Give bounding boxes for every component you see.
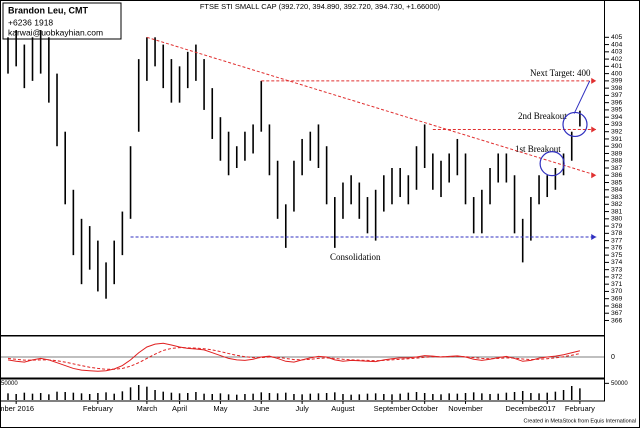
x-tick-label: November: [448, 404, 483, 413]
y-tick-label: 394: [611, 114, 623, 121]
x-tick-label: May: [213, 404, 227, 413]
x-tick-label: March: [136, 404, 157, 413]
trendline: [146, 36, 597, 176]
annotation: Consolidation: [330, 252, 381, 262]
arrow-head: [591, 172, 597, 179]
y-tick-label: 398: [611, 85, 623, 92]
target-arrow: [573, 80, 591, 114]
y-tick-label: 404: [611, 41, 623, 48]
macd-line: [7, 342, 581, 372]
y-tick-label: 381: [611, 208, 623, 215]
y-tick-label: 401: [611, 63, 623, 70]
y-tick-label: 50000: [611, 381, 628, 387]
arrow-head: [591, 126, 597, 133]
x-tick-label: February: [565, 404, 595, 413]
x-tick-label: October: [411, 404, 438, 413]
annotation: Next Target: 400: [530, 68, 591, 78]
y-tick-label: 374: [611, 259, 623, 266]
x-tick-label: July: [295, 404, 309, 413]
y-tick-label: 383: [611, 194, 623, 201]
author-name: Brandon Leu, CMT: [8, 5, 88, 15]
x-tick-label: April: [172, 404, 187, 413]
y-tick-label: 375: [611, 252, 623, 259]
y-tick-label: 366: [611, 317, 623, 324]
y-tick-label: 372: [611, 274, 623, 281]
author-box: [2, 2, 122, 40]
y-tick-label: 405: [611, 34, 623, 41]
x-tick-label: June: [253, 404, 269, 413]
annotation: 1st Breakout: [515, 144, 561, 154]
arrow-head: [591, 77, 597, 84]
y-tick-label: 382: [611, 201, 623, 208]
x-tick-label: December: [505, 404, 540, 413]
y-tick-label: 400: [611, 70, 623, 77]
y-tick-label: 389: [611, 150, 623, 157]
y-tick-label: 388: [611, 158, 623, 165]
chart-title: FTSE STI SMALL CAP (392.720, 394.890, 39…: [200, 2, 441, 11]
y-tick-label: 367: [611, 310, 623, 317]
y-tick-label: 399: [611, 78, 623, 85]
y-tick-label: 379: [611, 223, 623, 230]
highlight-circle: [539, 151, 565, 177]
x-tick-label: August: [331, 404, 355, 413]
credit: Created in MetaStock from Equis Internat…: [523, 418, 636, 424]
y-tick-label: 376: [611, 245, 623, 252]
y-tick-label: 373: [611, 266, 623, 273]
x-tick-label: September: [374, 404, 411, 413]
y-tick-label: 392: [611, 128, 623, 135]
y-tick-label: 395: [611, 107, 623, 114]
y-tick-label: 393: [611, 121, 623, 128]
y-tick-label: 403: [611, 49, 623, 56]
annotation: 2nd Breakout: [518, 111, 567, 121]
y-tick-label: 385: [611, 179, 623, 186]
arrow-head: [591, 233, 597, 240]
y-tick-label: 384: [611, 187, 623, 194]
y-tick-label: 50000: [1, 381, 18, 387]
y-tick-label: 370: [611, 288, 623, 295]
y-tick-label: 397: [611, 92, 623, 99]
y-tick-label: 368: [611, 303, 623, 310]
x-tick-label: February: [83, 404, 113, 413]
y-tick-label: 386: [611, 172, 623, 179]
y-tick-label: 402: [611, 56, 623, 63]
y-tick-label: 371: [611, 281, 623, 288]
x-tick-label: 2017: [539, 404, 556, 413]
y-tick-label: 369: [611, 295, 623, 302]
y-tick-label: 377: [611, 237, 623, 244]
macd-line: [7, 347, 581, 370]
y-tick-label: 387: [611, 165, 623, 172]
y-tick-label: 396: [611, 99, 623, 106]
y-tick-label: 378: [611, 230, 623, 237]
y-tick-label: 390: [611, 143, 623, 150]
y-tick-label: 0: [611, 354, 615, 361]
author-phone: +6236 1918: [8, 17, 53, 27]
x-tick-label: mber 2016: [0, 404, 34, 413]
y-tick-label: 391: [611, 136, 623, 143]
y-tick-label: 380: [611, 216, 623, 223]
author-email: karwai@uobkayhian.com: [8, 27, 103, 37]
